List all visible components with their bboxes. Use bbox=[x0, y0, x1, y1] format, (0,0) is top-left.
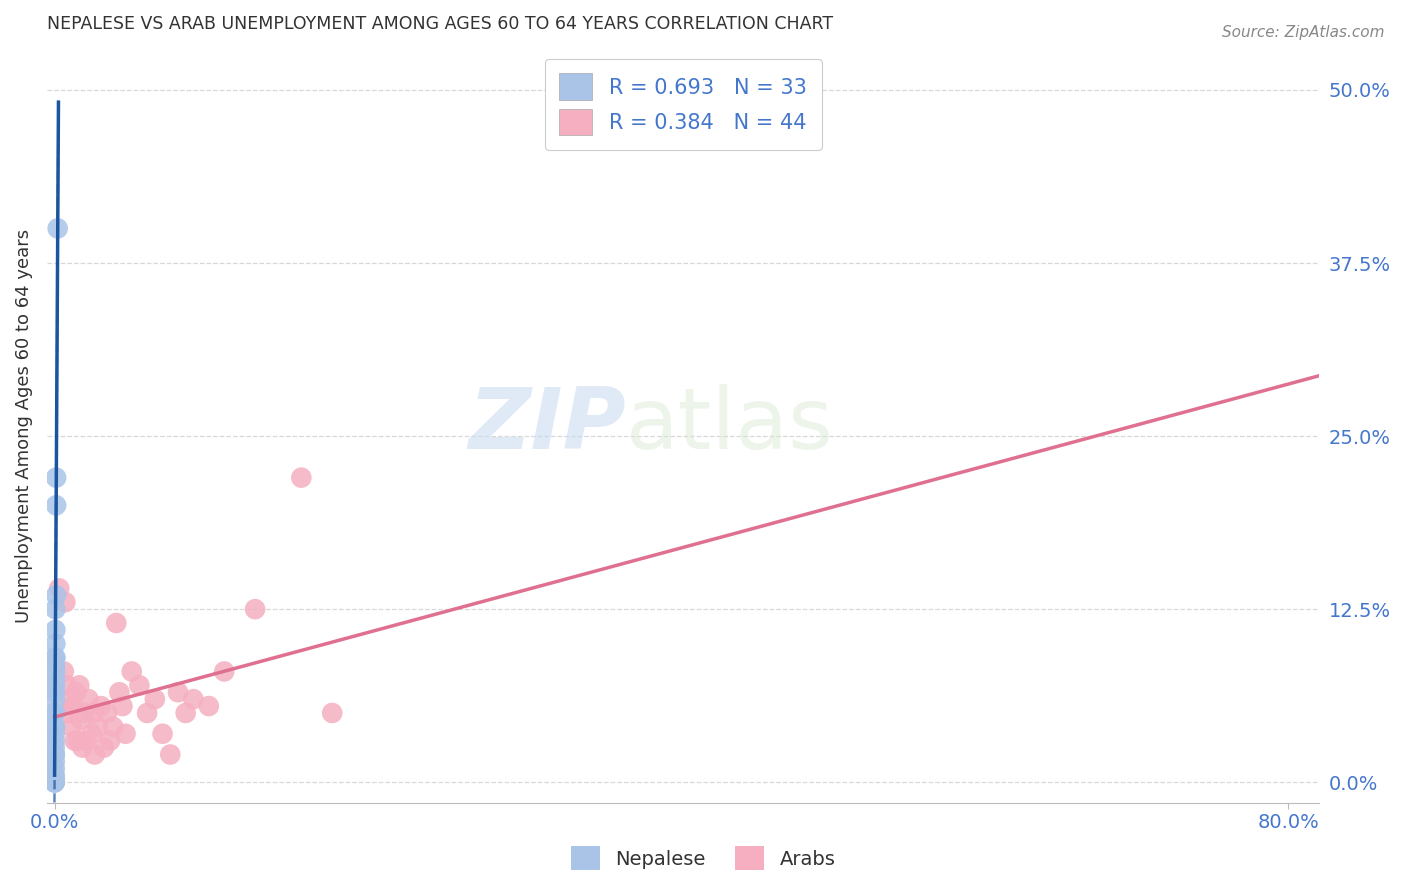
Point bbox=[45, 588, 67, 602]
Point bbox=[44, 775, 66, 789]
Point bbox=[198, 699, 221, 714]
Text: NEPALESE VS ARAB UNEMPLOYMENT AMONG AGES 60 TO 64 YEARS CORRELATION CHART: NEPALESE VS ARAB UNEMPLOYMENT AMONG AGES… bbox=[46, 15, 832, 33]
Point bbox=[44, 761, 66, 775]
Point bbox=[243, 602, 266, 616]
Point bbox=[65, 685, 87, 699]
Point bbox=[128, 678, 150, 692]
Legend: R = 0.693   N = 33, R = 0.384   N = 44: R = 0.693 N = 33, R = 0.384 N = 44 bbox=[544, 59, 821, 150]
Point bbox=[44, 678, 66, 692]
Point bbox=[44, 665, 66, 679]
Point bbox=[58, 706, 80, 720]
Point bbox=[44, 720, 66, 734]
Point bbox=[114, 727, 136, 741]
Point bbox=[73, 706, 96, 720]
Point bbox=[159, 747, 181, 762]
Point bbox=[77, 692, 100, 706]
Point bbox=[183, 692, 205, 706]
Point bbox=[98, 733, 121, 747]
Point bbox=[44, 727, 66, 741]
Point bbox=[44, 672, 66, 686]
Point bbox=[45, 499, 67, 513]
Point bbox=[66, 733, 89, 747]
Point bbox=[44, 747, 66, 762]
Point bbox=[44, 623, 66, 637]
Point bbox=[321, 706, 343, 720]
Legend: Nepalese, Arabs: Nepalese, Arabs bbox=[562, 838, 844, 878]
Point bbox=[212, 665, 235, 679]
Point bbox=[72, 740, 94, 755]
Point bbox=[44, 706, 66, 720]
Point bbox=[69, 713, 91, 727]
Point bbox=[75, 733, 97, 747]
Point bbox=[46, 221, 69, 235]
Point bbox=[44, 747, 66, 762]
Point bbox=[44, 755, 66, 769]
Point bbox=[44, 692, 66, 706]
Point bbox=[152, 727, 174, 741]
Point bbox=[56, 678, 79, 692]
Point bbox=[93, 740, 115, 755]
Point bbox=[67, 678, 90, 692]
Point bbox=[44, 650, 66, 665]
Point bbox=[44, 706, 66, 720]
Point bbox=[108, 685, 131, 699]
Point bbox=[62, 699, 84, 714]
Text: ZIP: ZIP bbox=[468, 384, 626, 467]
Point bbox=[44, 720, 66, 734]
Point bbox=[44, 657, 66, 672]
Point bbox=[121, 665, 143, 679]
Point bbox=[48, 582, 70, 596]
Point bbox=[87, 720, 110, 734]
Point bbox=[44, 775, 66, 789]
Point bbox=[82, 706, 104, 720]
Point bbox=[52, 665, 75, 679]
Point bbox=[105, 615, 128, 630]
Y-axis label: Unemployment Among Ages 60 to 64 years: Unemployment Among Ages 60 to 64 years bbox=[15, 228, 32, 623]
Point bbox=[111, 699, 134, 714]
Point bbox=[44, 775, 66, 789]
Point bbox=[167, 685, 190, 699]
Point bbox=[44, 775, 66, 789]
Point bbox=[55, 595, 77, 609]
Point bbox=[90, 699, 112, 714]
Point bbox=[44, 771, 66, 785]
Point bbox=[45, 470, 67, 484]
Point bbox=[44, 650, 66, 665]
Point bbox=[96, 706, 118, 720]
Point bbox=[103, 720, 125, 734]
Point bbox=[63, 733, 86, 747]
Point bbox=[80, 727, 103, 741]
Point bbox=[44, 740, 66, 755]
Point bbox=[44, 768, 66, 782]
Point bbox=[44, 733, 66, 747]
Point bbox=[44, 637, 66, 651]
Point bbox=[60, 720, 83, 734]
Point bbox=[59, 692, 82, 706]
Point bbox=[174, 706, 197, 720]
Text: atlas: atlas bbox=[626, 384, 834, 467]
Point bbox=[136, 706, 159, 720]
Point bbox=[44, 685, 66, 699]
Point bbox=[143, 692, 166, 706]
Point bbox=[44, 602, 66, 616]
Point bbox=[44, 775, 66, 789]
Point bbox=[83, 747, 105, 762]
Point bbox=[290, 470, 312, 484]
Text: Source: ZipAtlas.com: Source: ZipAtlas.com bbox=[1222, 25, 1385, 40]
